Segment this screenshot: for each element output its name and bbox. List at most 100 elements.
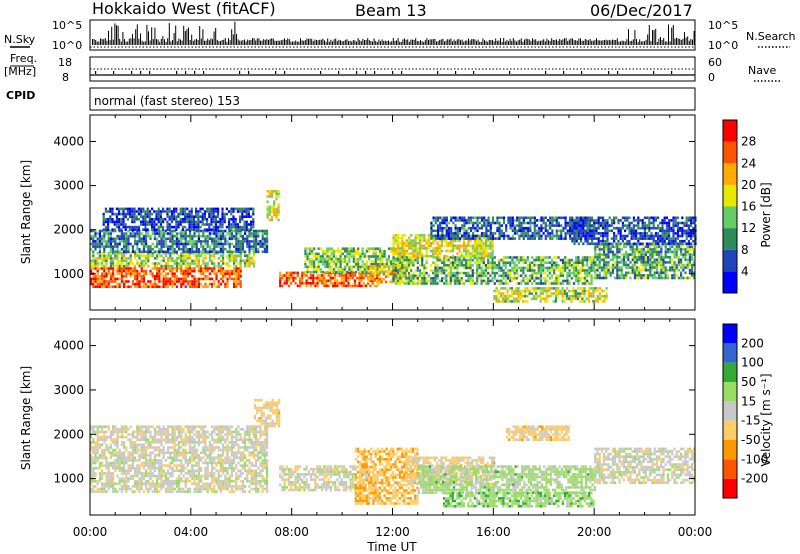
echo-cell (605, 245, 608, 249)
echo-cell (107, 234, 110, 238)
echo-cell (208, 259, 211, 263)
echo-cell (181, 210, 184, 213)
echo-cell (506, 269, 510, 272)
echo-cell (498, 224, 501, 227)
echo-cell (456, 234, 459, 238)
echo-cell (509, 274, 512, 277)
echo-cell (684, 242, 687, 246)
freq-marker (473, 71, 475, 74)
echo-cell (228, 259, 231, 263)
echo-cell (566, 279, 569, 283)
echo-cell (434, 271, 437, 275)
echo-cell (531, 266, 534, 270)
echo-cell (394, 266, 397, 270)
echo-cell (620, 271, 623, 275)
nsky-bar (506, 39, 508, 45)
echo-cell (381, 270, 384, 274)
echo-cell (436, 244, 439, 248)
echo-cell (583, 264, 587, 267)
echo-cell (540, 224, 543, 227)
echo-cell (497, 292, 500, 295)
echo-cell (640, 274, 643, 277)
echo-cell (688, 253, 691, 256)
echo-cell (456, 282, 459, 285)
echo-cell (109, 232, 112, 235)
echo-cell (179, 223, 182, 226)
nsky-bar (328, 41, 330, 45)
echo-cell (456, 269, 459, 272)
echo-cell (471, 249, 474, 253)
echo-cell (471, 247, 474, 250)
nsky-bar (664, 41, 666, 45)
echo-cell (401, 261, 404, 264)
echo-cell (144, 223, 147, 226)
echo-cell (257, 240, 260, 243)
echo-cell (252, 212, 255, 216)
echo-cell (115, 212, 118, 216)
echo-cell (129, 262, 132, 265)
echo-cell (193, 254, 196, 257)
echo-cell (125, 250, 128, 254)
nsky-bar (248, 40, 250, 45)
echo-cell (620, 274, 623, 277)
echo-cell (524, 300, 527, 303)
echo-cell (465, 234, 468, 238)
echo-cell (644, 258, 647, 262)
echo-cell (487, 239, 490, 242)
echo-cell (342, 276, 346, 280)
echo-cell (348, 268, 351, 271)
echo-cell (416, 234, 419, 237)
echo-cell (219, 254, 222, 257)
echo-cell (530, 292, 533, 295)
echo-cell (219, 250, 222, 254)
echo-cell (285, 276, 288, 280)
echo-cell (123, 259, 126, 263)
echo-cell (506, 289, 509, 293)
echo-cell (410, 279, 413, 283)
echo-cell (555, 264, 558, 267)
echo-cell (570, 300, 573, 303)
nsky-bar (260, 40, 261, 45)
nsky-bar (180, 39, 181, 45)
nsky-bar (117, 25, 119, 45)
echo-cell (528, 266, 532, 270)
echo-cell (107, 228, 110, 231)
echo-cell (535, 289, 538, 293)
echo-cell (510, 292, 514, 295)
nsky-bar (642, 41, 644, 45)
echo-cell (387, 275, 390, 278)
echo-cell (319, 257, 322, 261)
echo-cell (662, 263, 665, 267)
echo-cell (378, 270, 381, 273)
echo-cell (374, 260, 377, 263)
echo-cell (520, 221, 523, 225)
echo-cell (326, 247, 329, 250)
echo-cell (162, 220, 165, 224)
echo-cell (414, 234, 417, 237)
echo-cell (482, 252, 485, 255)
echo-cell (583, 287, 586, 290)
echo-cell (607, 266, 610, 269)
echo-cell (588, 256, 591, 259)
echo-cell (631, 255, 634, 259)
echo-cell (123, 232, 126, 235)
echo-cell (539, 282, 543, 285)
echo-cell (581, 269, 584, 272)
echo-cell (590, 264, 593, 267)
echo-cell (476, 252, 479, 255)
echo-cell (155, 212, 158, 216)
echo-cell (680, 248, 683, 251)
echo-cell (491, 244, 494, 248)
echo-cell (124, 223, 127, 226)
echo-cell (390, 263, 393, 266)
echo-cell (175, 277, 178, 281)
echo-cell (188, 215, 191, 218)
echo-cell (193, 245, 196, 248)
echo-cell (217, 212, 220, 216)
echo-cell (447, 249, 450, 253)
echo-cell (158, 250, 161, 254)
echo-cell (471, 271, 474, 275)
echo-cell (568, 289, 571, 293)
echo-cell (546, 294, 549, 298)
echo-cell (456, 232, 459, 235)
